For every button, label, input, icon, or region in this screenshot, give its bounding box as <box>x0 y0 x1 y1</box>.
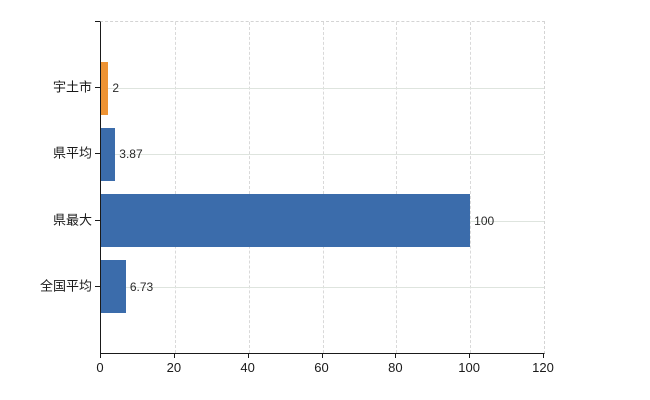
category-label: 県平均 <box>52 145 92 161</box>
x-tick <box>543 353 544 358</box>
v-gridline <box>248 22 250 353</box>
y-tick <box>95 153 100 155</box>
h-gridline <box>101 154 544 156</box>
x-tick <box>469 353 471 358</box>
bar-value-label: 6.73 <box>129 279 154 294</box>
v-gridline <box>174 22 176 353</box>
category-label: 県最大 <box>52 212 92 228</box>
y-tick <box>95 219 100 221</box>
bar-value-label: 100 <box>474 213 495 228</box>
category-label: 宇土市 <box>52 79 92 95</box>
v-gridline <box>396 22 398 353</box>
v-gridline <box>470 22 472 353</box>
x-tick-label: 0 <box>96 360 104 375</box>
bar <box>101 127 116 181</box>
category-label: 全国平均 <box>39 278 92 294</box>
x-tick <box>321 353 323 358</box>
v-gridline <box>322 22 324 353</box>
x-tick-label: 80 <box>388 360 403 375</box>
y-axis-top-tick <box>95 21 100 22</box>
x-tick <box>395 353 397 358</box>
y-tick <box>95 285 100 287</box>
x-tick <box>247 353 249 358</box>
bar-value-label: 3.87 <box>119 147 143 162</box>
x-tick-label: 100 <box>458 360 481 375</box>
bar <box>101 61 109 115</box>
bar <box>101 194 471 248</box>
x-tick-label: 60 <box>314 360 329 375</box>
h-gridline <box>101 286 544 288</box>
bar-value-label: 2 <box>112 81 120 96</box>
h-gridline <box>101 88 544 90</box>
bar <box>101 260 126 314</box>
x-tick-label: 120 <box>532 360 554 375</box>
x-tick-label: 20 <box>166 360 182 375</box>
plot-area: 2 3.87 100 6.73 <box>100 21 545 354</box>
x-tick <box>173 353 175 358</box>
y-tick <box>95 87 100 89</box>
x-tick <box>100 353 101 358</box>
x-tick-label: 40 <box>240 360 255 375</box>
